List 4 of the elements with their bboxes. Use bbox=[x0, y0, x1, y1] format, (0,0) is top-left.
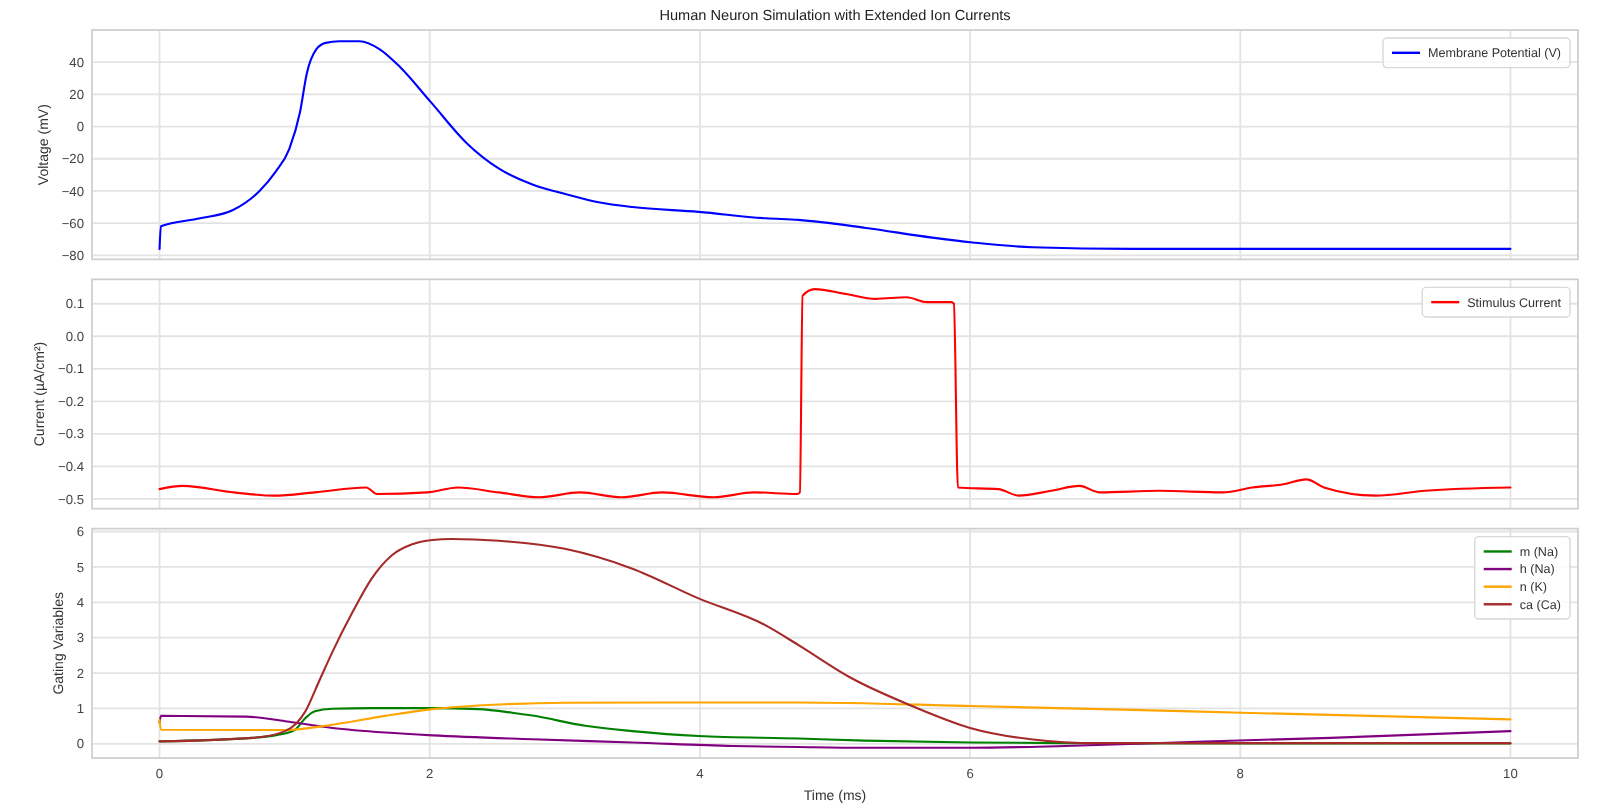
line-series bbox=[158, 714, 1512, 749]
line-series bbox=[158, 288, 1512, 499]
line-series bbox=[158, 537, 1512, 745]
line-series bbox=[158, 701, 1512, 732]
